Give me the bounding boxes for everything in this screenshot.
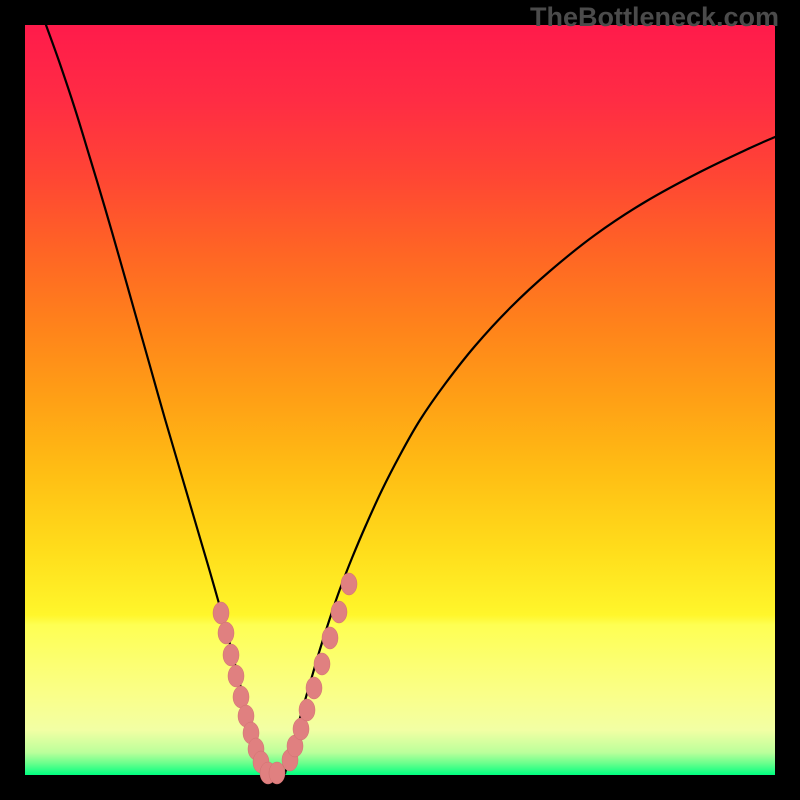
- datapoint-bottom-1: [269, 762, 285, 784]
- chart-svg: [0, 0, 800, 800]
- bottleneck-curve: [46, 25, 775, 776]
- datapoint-right-5: [314, 653, 330, 675]
- datapoint-right-7: [331, 601, 347, 623]
- datapoint-left-2: [223, 644, 239, 666]
- datapoint-left-3: [228, 665, 244, 687]
- datapoint-right-4: [306, 677, 322, 699]
- datapoint-left-1: [218, 622, 234, 644]
- datapoint-right-8: [341, 573, 357, 595]
- datapoint-right-2: [293, 718, 309, 740]
- datapoint-left-0: [213, 602, 229, 624]
- datapoint-right-3: [299, 699, 315, 721]
- datapoint-left-4: [233, 686, 249, 708]
- datapoint-right-6: [322, 627, 338, 649]
